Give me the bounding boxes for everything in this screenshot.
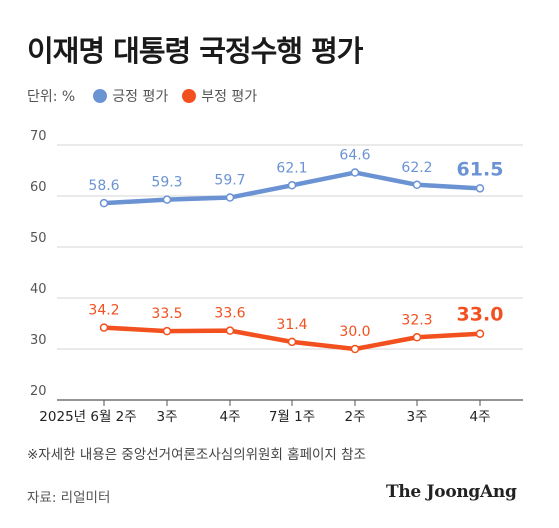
footnote: ※자세한 내용은 중앙선거여론조사심의위원회 홈페이지 참조	[27, 447, 366, 463]
x-tick-label: 4주	[469, 409, 490, 425]
data-point	[350, 168, 360, 177]
legend-label-negative: 부정 평가	[201, 89, 258, 105]
x-tick-label: 2주	[344, 409, 365, 425]
brand-logo: The JoongAng	[386, 482, 517, 502]
data-point	[99, 198, 109, 208]
x-tick-label: 2025년 6월 2주	[39, 409, 136, 425]
y-tick-label: 20	[30, 384, 47, 399]
y-tick-label: 30	[30, 333, 47, 348]
legend-dot-negative	[182, 89, 197, 103]
x-tick-label: 7월 1주	[269, 409, 315, 425]
data-label: 62.1	[276, 160, 307, 176]
data-label: 34.2	[88, 303, 119, 319]
data-point	[475, 184, 485, 193]
data-label: 33.6	[214, 306, 245, 322]
legend-item-negative: 부정 평가	[182, 86, 257, 106]
data-point	[99, 323, 109, 332]
data-point	[225, 326, 235, 335]
y-tick-label: 70	[30, 129, 47, 144]
data-point	[350, 344, 360, 354]
data-label: 59.3	[151, 175, 182, 191]
legend: 단위: % 긍정 평가 부정 평가	[27, 86, 271, 106]
data-label: 33.5	[151, 306, 182, 322]
data-label: 62.2	[401, 160, 432, 176]
unit-label: 단위: %	[27, 89, 76, 105]
y-tick-label: 40	[30, 282, 47, 297]
data-label: 33.0	[457, 304, 504, 326]
data-point	[475, 329, 485, 338]
data-point	[225, 193, 235, 202]
data-point	[412, 333, 422, 342]
data-point	[287, 181, 297, 190]
data-label: 58.6	[88, 178, 119, 194]
data-point	[287, 337, 297, 347]
x-tick-label: 3주	[406, 409, 427, 425]
x-tick-label: 4주	[219, 409, 240, 425]
y-tick-label: 50	[30, 231, 47, 246]
data-label: 64.6	[339, 148, 370, 164]
data-label: 30.0	[339, 324, 370, 340]
legend-item-positive: 긍정 평가	[93, 86, 168, 106]
data-label: 59.7	[214, 173, 245, 189]
legend-dot-positive	[93, 89, 108, 103]
data-point	[412, 180, 422, 190]
data-point	[162, 195, 172, 204]
line-chart: 70 60 50 40 30 20 2025년 6월 2주 3주 4주 7월 1주 2주 3주 4주 58…	[30, 129, 523, 425]
chart-title: 이재명 대통령 국정수행 평가	[27, 34, 363, 68]
x-tick-label: 3주	[156, 409, 177, 425]
data-point	[162, 326, 172, 336]
data-label: 31.4	[276, 317, 307, 333]
source-label: 자료: 리얼미터	[27, 490, 111, 506]
legend-label-positive: 긍정 평가	[112, 89, 169, 105]
data-label: 32.3	[401, 312, 432, 328]
y-tick-label: 60	[30, 180, 47, 195]
data-label: 61.5	[457, 158, 504, 180]
